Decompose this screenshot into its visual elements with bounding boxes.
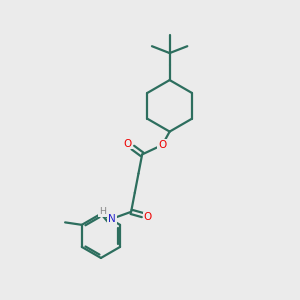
Text: O: O xyxy=(158,140,166,150)
Text: H: H xyxy=(99,207,106,216)
Text: N: N xyxy=(108,214,116,224)
Text: O: O xyxy=(124,139,132,148)
Text: O: O xyxy=(144,212,152,223)
